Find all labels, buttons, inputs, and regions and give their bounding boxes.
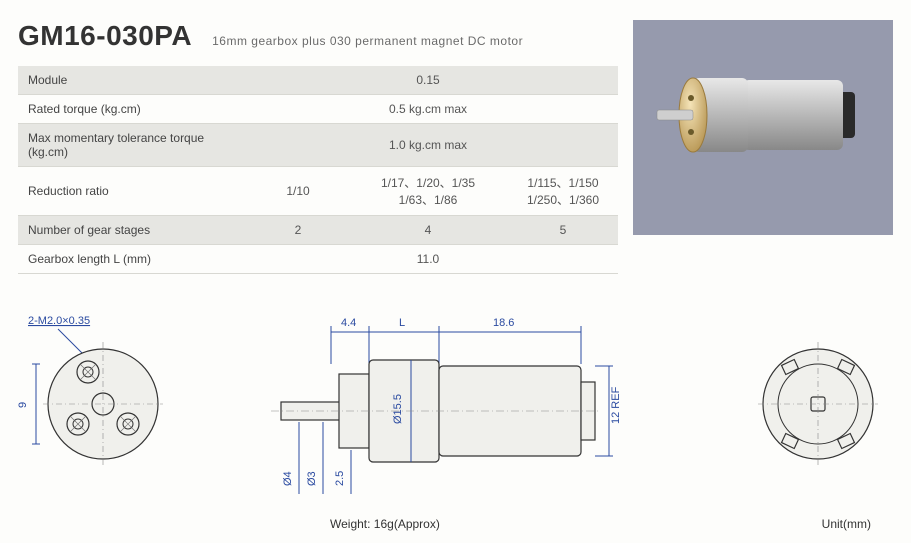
spec-row-value: 1/10 — [248, 167, 348, 216]
spec-row-value — [508, 245, 618, 274]
dim-sh2: Ø3 — [306, 471, 318, 486]
dim-tap-label: 2-M2.0×0.35 — [28, 315, 90, 327]
drawing-rear-view — [743, 304, 893, 504]
spec-row-value: 2 — [248, 216, 348, 245]
spec-row-label: Module — [18, 66, 248, 95]
spec-row-label: Number of gear stages — [18, 216, 248, 245]
spec-row-value — [248, 245, 348, 274]
spec-row-value: 5 — [508, 216, 618, 245]
spec-row-value: 1/17、1/20、1/35 1/63、1/86 — [348, 167, 508, 216]
spec-row-value — [508, 66, 618, 95]
dim-h: 9 — [18, 402, 29, 408]
spec-row-value — [248, 95, 348, 124]
model-title: GM16-030PA — [18, 20, 192, 52]
model-subtitle: 16mm gearbox plus 030 permanent magnet D… — [212, 34, 523, 48]
spec-row-value: 0.5 kg.cm max — [348, 95, 508, 124]
dim-d1: 4.4 — [341, 317, 356, 329]
spec-row-label: Max momentary tolerance torque (kg.cm) — [18, 124, 248, 167]
dim-ref: 12 REF — [610, 386, 622, 424]
engineering-drawing: 2-M2.0×0.35 9 — [0, 284, 911, 514]
drawing-front-view: 2-M2.0×0.35 9 — [18, 304, 168, 504]
dim-d2: L — [399, 317, 405, 329]
dim-sh1: Ø4 — [282, 471, 294, 486]
drawing-side-view: 4.4 L 18.6 Ø15.5 12 REF Ø4 Ø3 2.5 — [261, 304, 651, 514]
product-photo — [633, 20, 893, 235]
spec-row-label: Reduction ratio — [18, 167, 248, 216]
weight-label: Weight: 16g(Approx) — [330, 517, 440, 531]
spec-row-value: 1.0 kg.cm max — [348, 124, 508, 167]
spec-row-label: Rated torque (kg.cm) — [18, 95, 248, 124]
spec-row-value — [248, 66, 348, 95]
dim-body: Ø15.5 — [392, 394, 404, 424]
spec-row-value: 0.15 — [348, 66, 508, 95]
spec-table: Module 0.15 Rated torque (kg.cm) 0.5 kg.cm … — [18, 66, 618, 274]
spec-row-value — [508, 124, 618, 167]
dim-d3: 18.6 — [493, 317, 514, 329]
spec-row-label: Gearbox length L (mm) — [18, 245, 248, 274]
dim-sh3: 2.5 — [334, 471, 346, 486]
spec-row-value: 1/115、1/150 1/250、1/360 — [508, 167, 618, 216]
spec-row-value: 11.0 — [348, 245, 508, 274]
unit-label: Unit(mm) — [822, 517, 871, 531]
spec-row-value — [248, 124, 348, 167]
spec-row-value: 4 — [348, 216, 508, 245]
spec-row-value — [508, 95, 618, 124]
